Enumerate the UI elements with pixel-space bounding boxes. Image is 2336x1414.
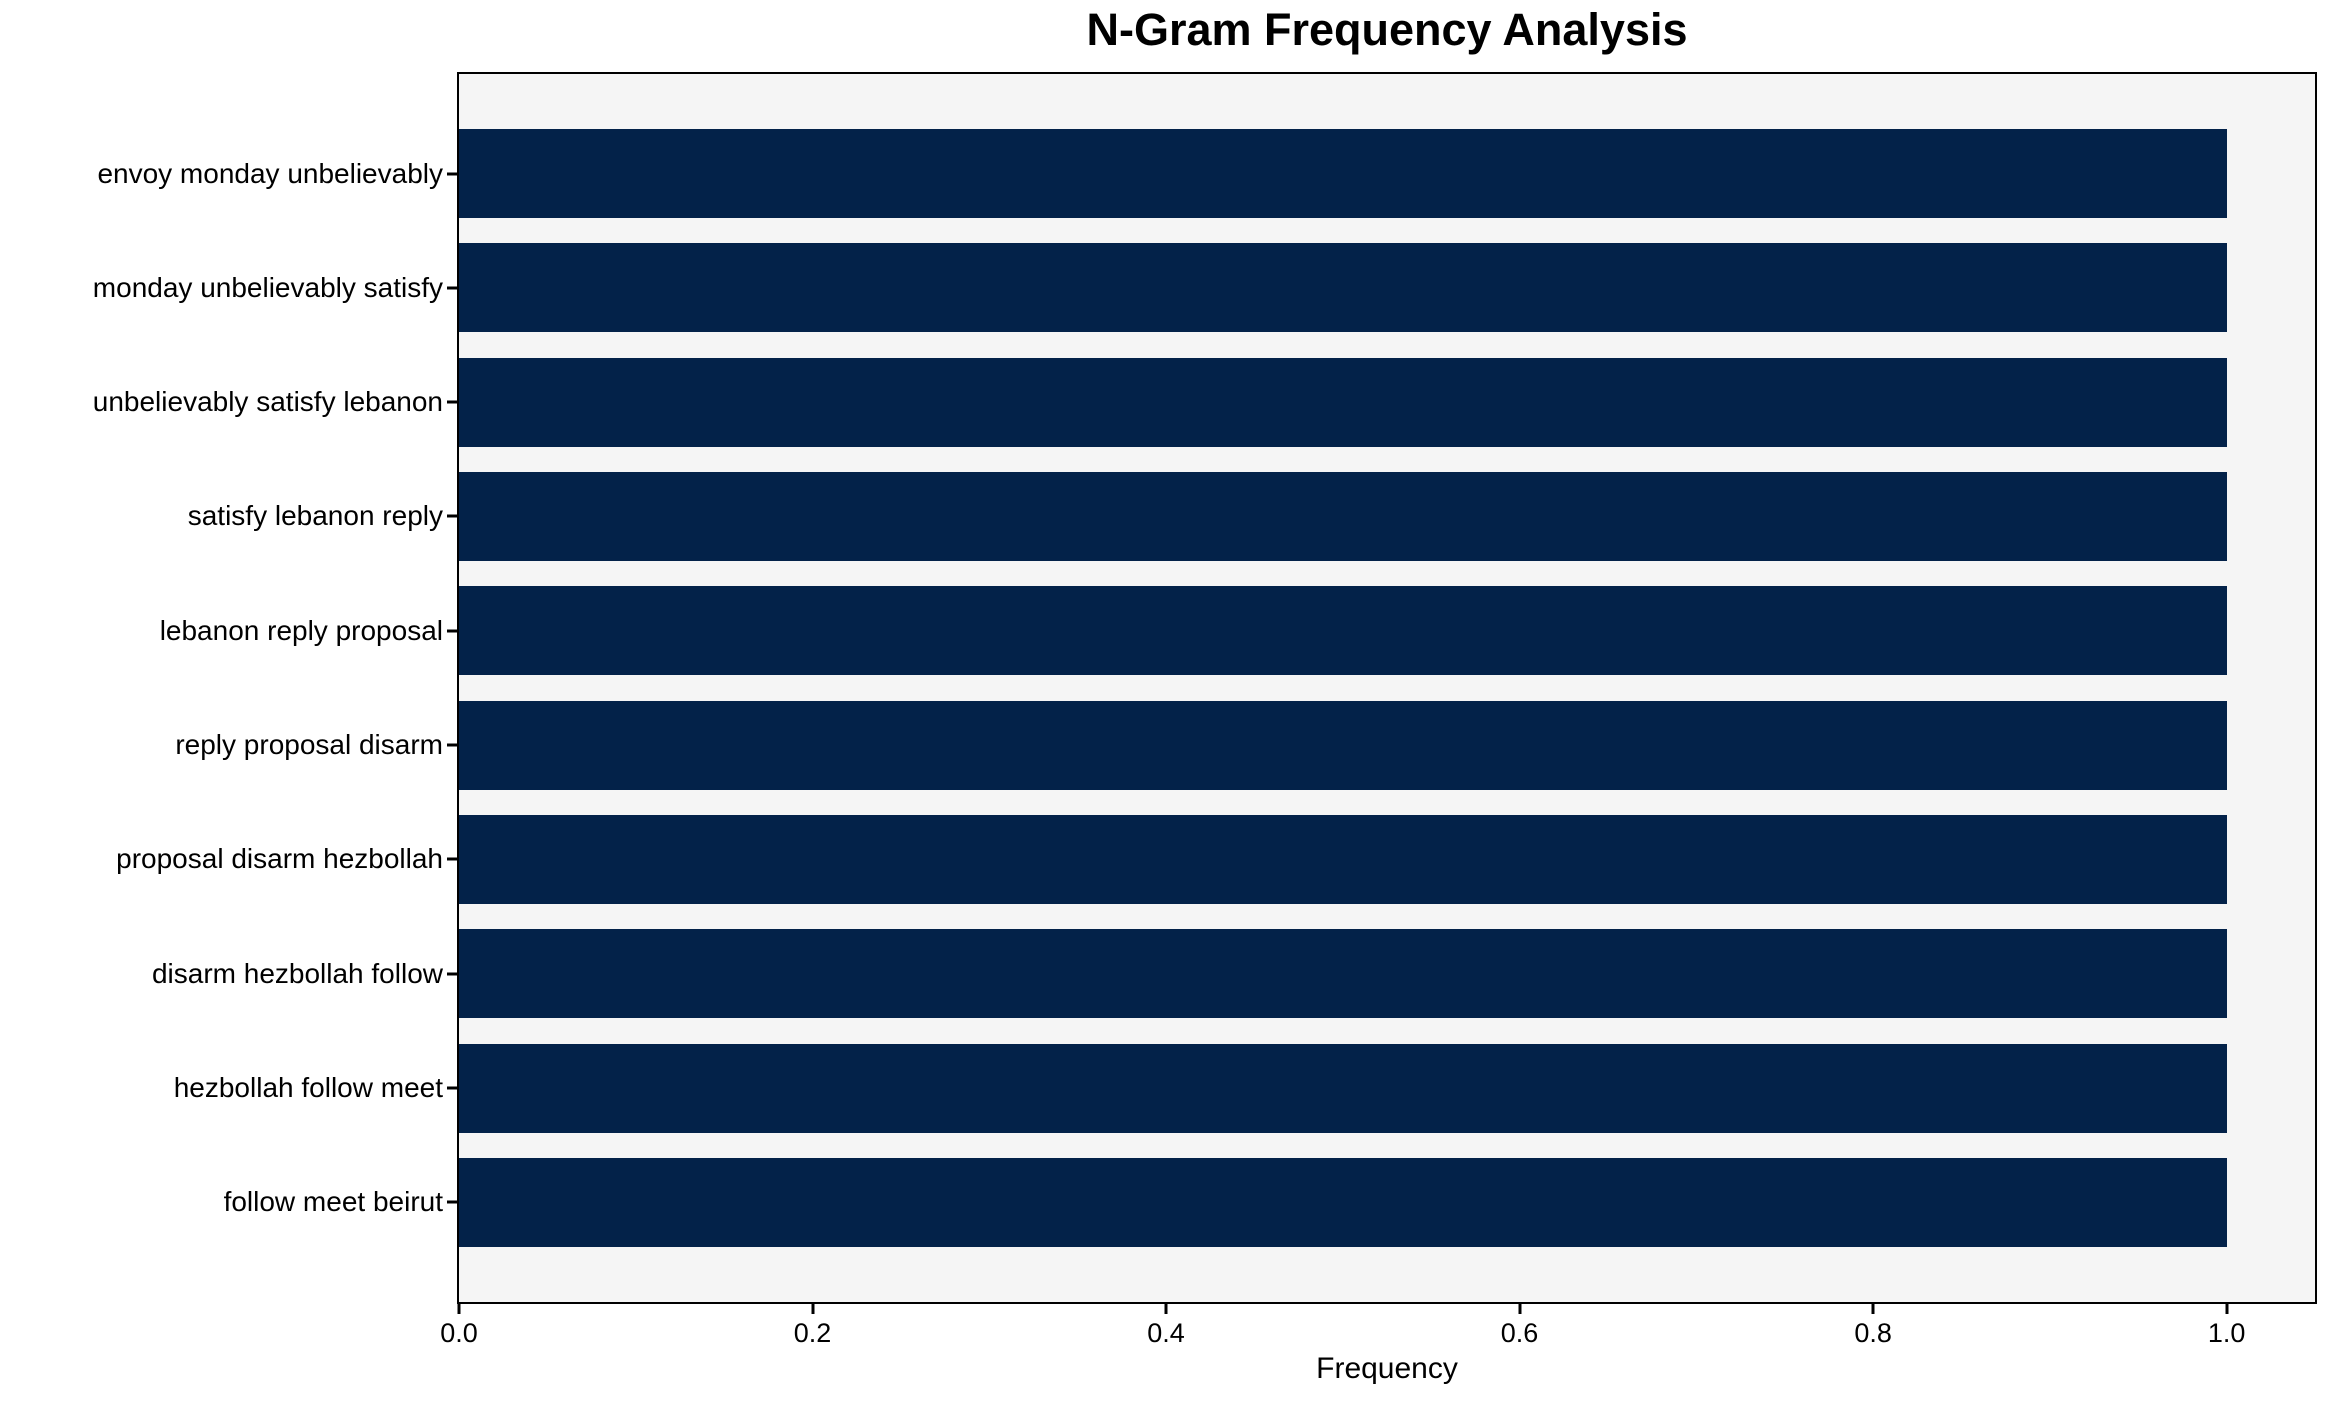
y-tick-label: envoy monday unbelievably <box>97 157 443 189</box>
bars-container: envoy monday unbelievably monday unbeliev… <box>93 74 2315 1302</box>
x-tick-label: 0.8 <box>1854 1318 1892 1348</box>
y-tick-label: hezbollah follow meet <box>173 1072 443 1104</box>
y-tick <box>447 172 457 175</box>
y-tick <box>447 1200 457 1204</box>
y-tick-label: proposal disarm hezbollah <box>116 843 443 875</box>
x-tick-label: 0.0 <box>440 1318 478 1348</box>
y-tick-label: unbelievably satisfy lebanon <box>92 386 443 418</box>
bar-row: envoy monday unbelievably <box>97 129 2315 218</box>
x-tick-mark <box>1164 1304 1168 1314</box>
y-tick <box>447 400 457 404</box>
bar <box>459 586 2227 676</box>
x-axis-label: Frequency <box>1316 1352 1458 1385</box>
bar <box>459 357 2227 447</box>
y-tick-label: lebanon reply proposal <box>159 614 443 646</box>
y-tick <box>447 857 457 861</box>
y-tick-label: monday unbelievably satisfy <box>92 271 443 303</box>
y-tick-label: satisfy lebanon reply <box>187 500 443 532</box>
chart-title: N-Gram Frequency Analysis <box>1086 4 1688 55</box>
bar <box>459 814 2227 904</box>
x-tick-mark <box>457 1304 461 1314</box>
bar-row: hezbollah follow meet <box>174 1043 2315 1133</box>
bar-row: proposal disarm hezbollah <box>116 814 2315 904</box>
y-tick <box>447 629 457 633</box>
bar-row: follow meet beirut <box>224 1157 2315 1247</box>
bar <box>459 1043 2227 1133</box>
bar-row: reply proposal disarm <box>175 700 2315 790</box>
bar-row: lebanon reply proposal <box>160 586 2315 676</box>
y-tick <box>447 972 457 976</box>
bar <box>459 129 2227 218</box>
x-tick-mark <box>1871 1304 1875 1314</box>
x-tick-label: 0.2 <box>793 1318 832 1348</box>
bar <box>459 1157 2227 1247</box>
x-tick-mark <box>1518 1304 1522 1314</box>
y-tick <box>447 743 457 747</box>
bar <box>459 471 2227 561</box>
y-tick <box>447 514 457 518</box>
x-tick-label: 1.0 <box>2207 1318 2246 1348</box>
y-tick-label: follow meet beirut <box>223 1186 443 1218</box>
y-tick-label: reply proposal disarm <box>175 729 443 761</box>
bar-row: monday unbelievably satisfy <box>93 243 2315 333</box>
y-tick <box>447 1086 457 1090</box>
x-axis: 0.0 0.2 0.4 0.6 0.8 1.0 <box>440 1304 2315 1364</box>
x-tick-label: 0.6 <box>1500 1318 1539 1348</box>
bar <box>459 243 2227 333</box>
plot-area: envoy monday unbelievably monday unbeliev… <box>93 72 2317 1304</box>
bar-row: disarm hezbollah follow <box>152 929 2315 1019</box>
y-tick-label: disarm hezbollah follow <box>151 957 443 989</box>
bar <box>459 700 2227 790</box>
x-tick-label: 0.4 <box>1147 1318 1185 1348</box>
bar-row: satisfy lebanon reply <box>188 471 2315 561</box>
y-tick <box>447 286 457 290</box>
x-tick-mark <box>2225 1304 2229 1314</box>
bar <box>459 929 2227 1019</box>
x-tick-mark <box>811 1304 815 1314</box>
bar-row: unbelievably satisfy lebanon <box>93 357 2315 447</box>
